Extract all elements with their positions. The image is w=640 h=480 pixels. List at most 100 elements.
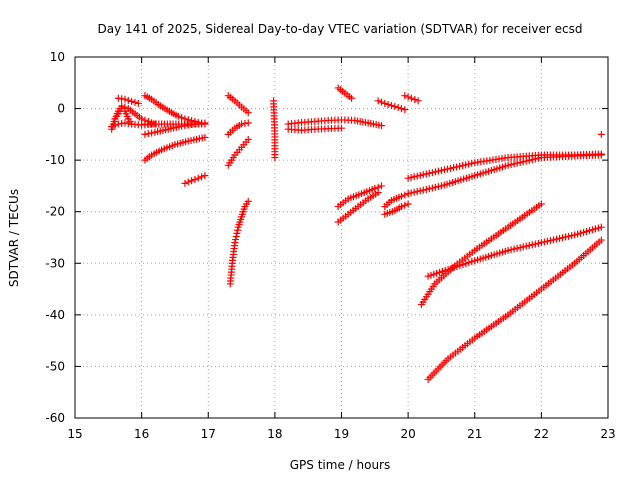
data-point bbox=[580, 228, 588, 236]
data-point bbox=[381, 99, 389, 107]
data-point bbox=[425, 169, 433, 177]
data-point bbox=[531, 155, 539, 163]
data-point bbox=[537, 200, 545, 208]
data-point bbox=[181, 115, 189, 123]
series-s3 bbox=[111, 105, 136, 128]
data-point bbox=[422, 185, 430, 193]
data-point bbox=[234, 226, 242, 234]
data-point bbox=[591, 225, 599, 233]
data-point bbox=[597, 223, 605, 231]
y-tick-label: 0 bbox=[57, 102, 65, 116]
data-point bbox=[231, 239, 239, 247]
data-point bbox=[419, 186, 427, 194]
data-point bbox=[144, 130, 152, 138]
series-s23 bbox=[381, 200, 412, 218]
data-point bbox=[519, 243, 527, 251]
data-point bbox=[244, 119, 252, 127]
data-point bbox=[410, 188, 418, 196]
data-point bbox=[522, 157, 530, 165]
data-point bbox=[411, 96, 419, 104]
data-point bbox=[404, 93, 412, 101]
data-point bbox=[131, 98, 139, 106]
data-point bbox=[374, 189, 382, 197]
data-point bbox=[553, 235, 561, 243]
data-point bbox=[416, 171, 424, 179]
data-point bbox=[111, 121, 119, 129]
y-tick-label: -50 bbox=[45, 359, 65, 373]
data-point bbox=[559, 234, 567, 242]
data-point bbox=[191, 175, 199, 183]
x-tick-label: 15 bbox=[67, 427, 82, 441]
data-point bbox=[401, 191, 409, 199]
data-point bbox=[404, 200, 412, 208]
y-tick-label: -20 bbox=[45, 205, 65, 219]
series-s4 bbox=[114, 94, 142, 107]
data-point bbox=[198, 173, 206, 181]
data-point bbox=[374, 97, 382, 105]
data-point bbox=[407, 94, 415, 102]
data-point bbox=[384, 100, 392, 108]
series-s16 bbox=[284, 124, 345, 134]
data-point bbox=[513, 159, 521, 167]
data-point bbox=[504, 246, 512, 254]
data-point bbox=[537, 239, 545, 247]
data-point bbox=[504, 161, 512, 169]
data-point bbox=[338, 124, 345, 132]
series-s10 bbox=[224, 92, 252, 117]
data-point bbox=[522, 242, 530, 250]
data-point bbox=[453, 163, 461, 171]
data-point bbox=[462, 260, 470, 268]
x-tick-label: 20 bbox=[400, 427, 415, 441]
y-tick-label: -60 bbox=[45, 411, 65, 425]
data-point bbox=[201, 133, 209, 141]
data-point bbox=[244, 197, 252, 205]
data-point bbox=[394, 104, 402, 112]
series-s20 bbox=[334, 182, 385, 211]
data-point bbox=[233, 229, 241, 237]
data-point bbox=[431, 168, 439, 176]
x-tick-label: 17 bbox=[201, 427, 216, 441]
data-point bbox=[201, 119, 209, 127]
data-point bbox=[434, 167, 442, 175]
data-point bbox=[174, 112, 182, 120]
data-point bbox=[437, 166, 445, 174]
data-point bbox=[371, 185, 379, 193]
grid bbox=[75, 57, 608, 418]
data-point bbox=[397, 203, 405, 211]
data-point bbox=[188, 177, 196, 185]
data-point bbox=[124, 96, 132, 104]
series-s11 bbox=[224, 119, 252, 138]
data-point bbox=[516, 158, 524, 166]
x-tick-label: 16 bbox=[134, 427, 149, 441]
data-point bbox=[244, 109, 252, 117]
data-point bbox=[194, 174, 202, 182]
data-point bbox=[387, 101, 395, 109]
data-point bbox=[459, 162, 467, 170]
data-point bbox=[397, 105, 405, 113]
data-point bbox=[440, 166, 448, 174]
data-points bbox=[108, 84, 605, 383]
data-point bbox=[201, 172, 209, 180]
y-axis-label: SDTVAR / TECUs bbox=[7, 189, 21, 287]
data-point bbox=[128, 97, 136, 105]
data-point bbox=[577, 229, 585, 237]
data-point bbox=[413, 172, 421, 180]
data-point bbox=[401, 201, 409, 209]
series-s14 bbox=[270, 97, 279, 162]
data-point bbox=[585, 227, 593, 235]
data-point bbox=[443, 165, 451, 173]
data-point bbox=[568, 232, 576, 240]
data-point bbox=[391, 103, 399, 111]
series-s26 bbox=[424, 223, 605, 280]
series-s1 bbox=[108, 102, 159, 133]
data-point bbox=[347, 94, 355, 102]
data-point bbox=[419, 171, 427, 179]
series-s18 bbox=[374, 97, 409, 114]
data-point bbox=[232, 236, 240, 244]
data-point bbox=[128, 120, 136, 128]
series-s17 bbox=[334, 84, 355, 102]
data-point bbox=[404, 174, 412, 182]
data-point bbox=[447, 265, 455, 272]
y-tick-label: -10 bbox=[45, 153, 65, 167]
